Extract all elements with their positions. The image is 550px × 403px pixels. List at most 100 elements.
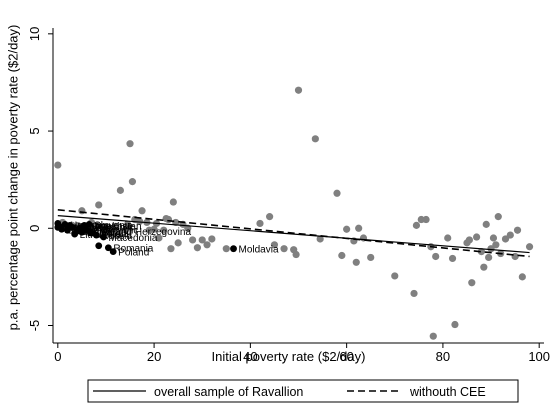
point-other xyxy=(174,239,182,247)
point-other xyxy=(208,235,216,243)
legend-label-without-cee: withouth CEE xyxy=(409,385,486,399)
point-other xyxy=(155,234,163,242)
point-other xyxy=(487,245,495,253)
legend-label-overall: overall sample of Ravallion xyxy=(154,385,303,399)
point-other xyxy=(465,236,473,244)
point-other xyxy=(150,225,158,233)
point-other xyxy=(266,213,274,221)
y-axis-title: p.a. percentage point change in poverty … xyxy=(5,25,20,331)
point-other xyxy=(95,201,103,209)
point-other xyxy=(280,245,288,253)
point-other xyxy=(203,241,211,249)
point-label: Romania xyxy=(113,244,153,255)
point-other xyxy=(188,236,197,244)
point-other xyxy=(343,225,351,233)
point-other xyxy=(111,222,120,230)
x-tick-label: 80 xyxy=(436,349,450,364)
fit-line-overall xyxy=(57,215,530,254)
point-other xyxy=(352,258,360,266)
y-tick-label: 0 xyxy=(27,225,42,232)
point-other xyxy=(518,273,526,281)
point-other xyxy=(270,241,279,249)
point-cee xyxy=(92,231,100,239)
point-label: Bulgaria xyxy=(87,228,124,239)
point-label: Estonia xyxy=(77,223,111,234)
point-other xyxy=(292,250,300,259)
point-other xyxy=(92,221,100,229)
fit-lines xyxy=(57,209,530,258)
point-cee xyxy=(85,220,93,228)
point-other xyxy=(492,241,500,249)
point-other xyxy=(256,219,264,228)
point-other xyxy=(169,198,177,206)
point-label: Latvia xyxy=(72,226,99,237)
point-cee xyxy=(68,223,76,231)
point-label: Poland xyxy=(118,248,149,259)
point-other xyxy=(316,235,324,243)
point-other xyxy=(193,244,202,252)
point-cee xyxy=(100,233,107,241)
point-cee xyxy=(230,245,237,253)
point-label: Russia xyxy=(101,231,132,242)
point-other xyxy=(311,135,319,143)
point-label: Croatia xyxy=(97,229,130,240)
point-label: Kazakhstan xyxy=(89,221,141,232)
x-tick-label: 100 xyxy=(528,349,550,364)
point-other xyxy=(410,289,418,298)
point-other xyxy=(485,253,493,262)
point-other xyxy=(480,263,488,271)
point-other xyxy=(121,226,129,234)
point-label: Hungary xyxy=(70,220,108,231)
point-other xyxy=(511,252,519,261)
point-other xyxy=(432,252,440,261)
x-axis-title: Initial poverty rate ($2/day) xyxy=(212,349,366,364)
point-other xyxy=(198,236,206,244)
point-other xyxy=(513,226,522,234)
point-other xyxy=(367,253,375,262)
data-points xyxy=(54,86,534,340)
point-other xyxy=(124,220,132,228)
axes xyxy=(52,28,544,344)
legend: overall sample of Ravallion withouth CEE xyxy=(87,379,519,403)
point-label: Lithuania xyxy=(80,230,121,241)
point-other xyxy=(222,245,230,253)
point-cee xyxy=(58,225,66,233)
point-other xyxy=(448,254,457,263)
point-other xyxy=(489,234,498,242)
point-cee xyxy=(109,248,117,256)
tick-labels: 0 20 40 60 80 100 -5 0 5 10 xyxy=(27,27,550,364)
point-other xyxy=(451,320,459,329)
point-label: Bosnia and Herzegovina xyxy=(82,227,191,238)
x-tick-label: 40 xyxy=(243,349,257,364)
x-tick-label: 20 xyxy=(147,349,161,364)
point-other xyxy=(473,233,481,241)
y-tick-label: -5 xyxy=(27,320,42,332)
point-label: Czech Republic xyxy=(64,222,134,233)
point-other xyxy=(422,215,430,224)
point-other xyxy=(78,207,86,215)
point-other xyxy=(477,248,486,256)
point-other xyxy=(412,221,421,229)
point-label: Macedonia xyxy=(109,233,158,244)
point-other xyxy=(429,332,437,340)
point-other xyxy=(294,86,303,94)
y-tick-label: 10 xyxy=(27,27,42,41)
point-other xyxy=(482,220,490,228)
point-other xyxy=(338,251,346,260)
point-other xyxy=(501,235,510,243)
point-other xyxy=(116,186,124,194)
point-other xyxy=(494,213,502,221)
point-other xyxy=(333,189,341,197)
point-other xyxy=(468,279,476,287)
point-label: Slovenia xyxy=(94,220,133,231)
point-other xyxy=(54,161,62,169)
point-other xyxy=(160,226,168,234)
point-other xyxy=(138,207,146,215)
point-other xyxy=(107,228,115,236)
point-other xyxy=(506,231,514,239)
point-label: Ukraine xyxy=(84,224,119,235)
x-tick-label: 0 xyxy=(54,349,61,364)
point-other xyxy=(444,234,452,242)
point-label: Slovak Republic xyxy=(67,225,139,236)
